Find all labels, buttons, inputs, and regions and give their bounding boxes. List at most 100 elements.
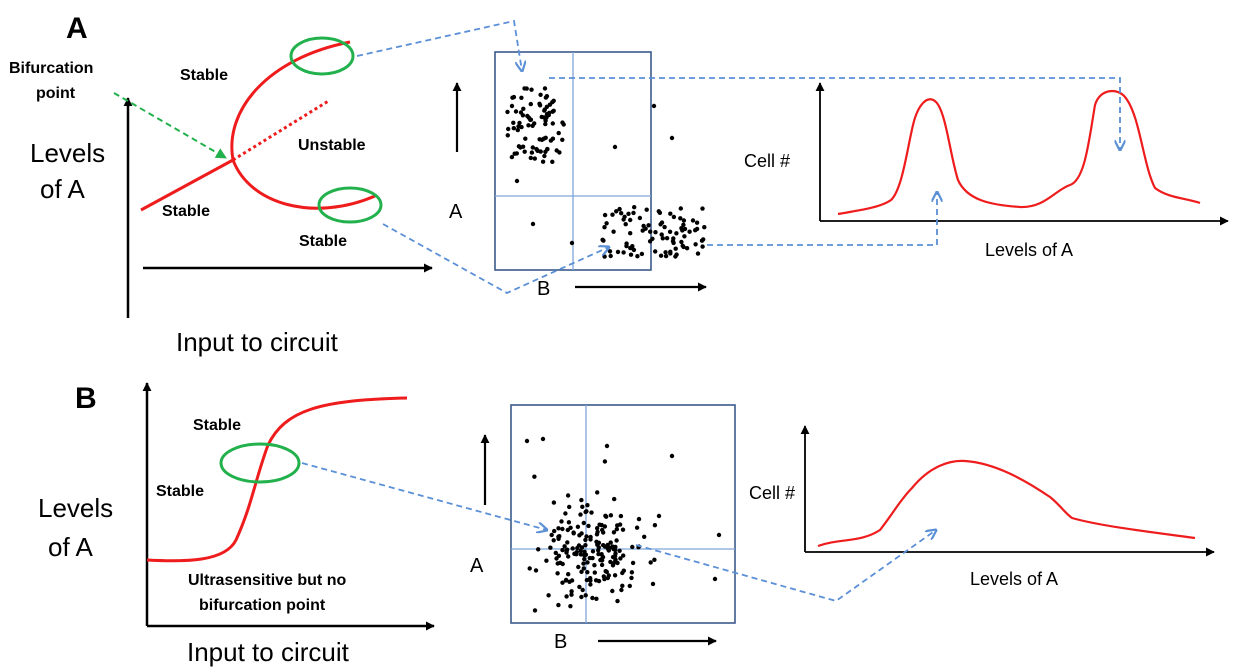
b-scatter-dot xyxy=(610,554,616,560)
a-scatter-dot-low-cluster xyxy=(678,206,683,211)
b-scatter-dot xyxy=(569,589,574,594)
b-scatter-dot xyxy=(615,523,620,528)
b-scatter-dot xyxy=(620,527,626,532)
b-scatter-dot xyxy=(586,523,591,529)
b-scatter-dot xyxy=(527,566,532,571)
b-scatter-dot xyxy=(627,583,632,589)
a-scatter-dot-high-cluster xyxy=(532,121,537,126)
b-scatter-dot xyxy=(601,543,606,548)
b-scatter-dot xyxy=(580,587,585,593)
a-scatter-dot-low-cluster xyxy=(604,221,609,226)
b-scatter-dot xyxy=(615,598,620,604)
a-scatter-dot-low-cluster xyxy=(646,223,651,228)
b-scatter-dot xyxy=(556,526,561,531)
a-scatter-dot-low-cluster xyxy=(621,250,626,255)
b-scatter-dot xyxy=(617,548,622,553)
b-scatter-dot xyxy=(533,568,539,573)
b-scatter-dot xyxy=(559,519,564,524)
a-stable-bottom-label: Stable xyxy=(299,233,347,250)
a-scatter-dot-high-cluster xyxy=(509,154,515,160)
a-connector-high-to-scatter xyxy=(356,19,522,71)
b-scatter-dot xyxy=(587,555,592,561)
a-scatter-dot-low-cluster xyxy=(626,211,631,216)
a-scatter-dot-high-cluster xyxy=(561,122,566,127)
b-scatter-dot-outlier xyxy=(656,513,662,519)
a-connector-scatter-to-high-peak xyxy=(549,77,1120,150)
a-scatter-dot-low-cluster xyxy=(667,229,673,234)
b-scatter-dot xyxy=(555,571,560,576)
b-scatter-dot xyxy=(652,523,658,528)
b-scatter-dot-outlier xyxy=(604,443,610,449)
a-scatter-x-label: B xyxy=(537,278,550,300)
a-scatter-dot-high-cluster xyxy=(537,137,542,142)
b-scatter-dot xyxy=(580,504,585,509)
b-scatter-x-label: B xyxy=(554,631,567,653)
a-scatter-dot-high-cluster xyxy=(525,113,530,119)
a-scatter-dot-low-cluster xyxy=(628,252,634,257)
b-scatter-dot xyxy=(630,560,636,566)
panel-a-letter: A xyxy=(66,12,88,45)
a-scatter-dot-low-cluster xyxy=(602,254,607,259)
a-hist-y-label: Cell # xyxy=(744,151,790,171)
a-scatter-dot-low-cluster xyxy=(663,253,669,259)
b-scatter-dot xyxy=(585,560,590,565)
b-scatter-dot xyxy=(619,587,624,593)
b-hist-y-label: Cell # xyxy=(749,483,795,503)
b-scatter-dot xyxy=(598,557,603,563)
b-scatter-dot xyxy=(584,577,590,583)
a-scatter-dot-low-cluster xyxy=(653,230,658,235)
b-scatter-dot xyxy=(582,553,587,558)
a-scatter-dot-high-cluster xyxy=(505,109,510,115)
b-scatter-dot xyxy=(629,570,635,575)
b-ultrasensitive-curve xyxy=(146,396,408,563)
a-ellipse-high-state xyxy=(289,36,355,76)
b-scatter-dot xyxy=(565,540,570,545)
a-scatter-dot-low-cluster xyxy=(653,249,658,254)
a-scatter-dot-low-cluster xyxy=(614,209,619,214)
a-scatter-dot-low-cluster xyxy=(674,252,679,257)
a-scatter-dot-low-cluster xyxy=(680,243,685,248)
a-scatter-dot-high-cluster xyxy=(530,145,535,150)
b-scatter-dot xyxy=(614,538,619,543)
a-scatter-dot-low-cluster xyxy=(662,224,667,230)
b-scatter-dot xyxy=(618,556,623,561)
b-scatter-dot xyxy=(549,532,554,538)
b-scatter-dot xyxy=(592,563,597,568)
b-hist-x-label: Levels of A xyxy=(970,569,1058,589)
a-scatter-dot-low-cluster xyxy=(628,231,633,236)
a-scatter-dot-low-cluster xyxy=(687,229,692,234)
a-scatter-dot-low-cluster xyxy=(660,236,665,241)
b-scatter-dot xyxy=(563,511,568,516)
panel-b: B Stable Stable Ultrasensitive but no bi… xyxy=(38,382,1215,667)
a-bifurcation-pointer-arrow xyxy=(113,92,227,159)
a-stable-left-label: Stable xyxy=(162,203,210,220)
a-scatter-dot-high-cluster xyxy=(541,136,547,141)
b-y-axis-label-2: of A xyxy=(48,532,93,562)
a-scatter-dot-low-cluster xyxy=(635,254,640,259)
b-scatter-dot xyxy=(566,520,572,525)
a-scatter-dot-low-cluster xyxy=(694,226,700,232)
b-scatter-dot xyxy=(601,574,606,579)
a-scatter-dot-low-cluster xyxy=(659,232,664,237)
b-scatter-dot xyxy=(650,581,656,587)
a-scatter-dot-high-cluster xyxy=(511,120,516,126)
a-scatter-dot-low-cluster xyxy=(658,253,664,258)
b-scatter-dot xyxy=(612,573,618,578)
a-scatter-dot-low-cluster xyxy=(628,217,633,223)
a-scatter-dot-low-cluster xyxy=(617,206,622,212)
a-scatter-dot-low-cluster xyxy=(615,249,621,255)
b-scatter-dot xyxy=(578,548,583,553)
b-scatter-dot xyxy=(552,528,557,534)
a-scatter-dot-low-cluster xyxy=(701,237,706,242)
a-scatter-dot-low-cluster xyxy=(611,229,616,234)
b-scatter-dot xyxy=(562,544,567,549)
a-scatter-y-label: A xyxy=(449,201,463,223)
a-scatter-dot-low-cluster xyxy=(641,223,646,229)
b-scatter-dot xyxy=(589,510,594,515)
b-scatter-dot xyxy=(565,527,570,533)
b-scatter-dot xyxy=(571,531,576,536)
a-scatter-dot-high-cluster xyxy=(506,126,511,132)
b-scatter-dot xyxy=(554,556,559,561)
b-scatter-dot xyxy=(612,496,617,502)
b-scatter-dot xyxy=(590,549,596,554)
